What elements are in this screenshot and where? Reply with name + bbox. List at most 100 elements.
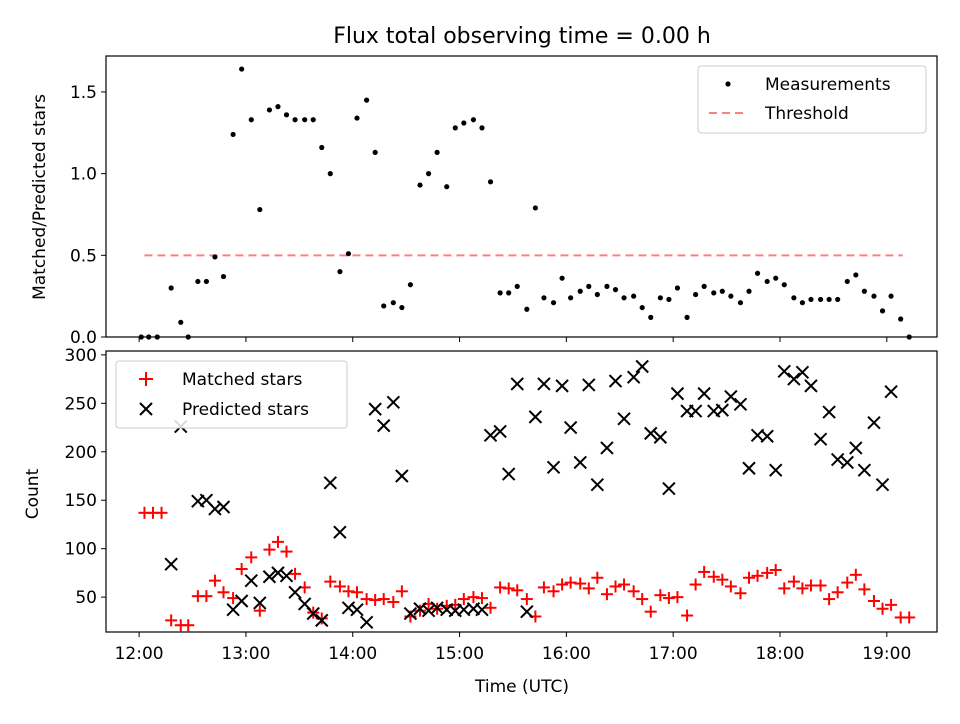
matched-star-point xyxy=(582,582,595,595)
ratio-y-tick-label: 0.0 xyxy=(70,328,97,348)
predicted-star-point xyxy=(377,418,391,433)
predicted-star-point xyxy=(573,455,587,470)
measurement-point xyxy=(853,272,859,278)
x-tick-label: 15:00 xyxy=(435,644,484,664)
ratio-panel-x-ticks xyxy=(138,337,888,342)
matched-star-point xyxy=(636,593,649,606)
measurement-point xyxy=(195,278,201,285)
predicted-star-point xyxy=(271,566,285,580)
predicted-star-point xyxy=(857,463,872,477)
measurement-point xyxy=(799,300,806,306)
matched-star-point xyxy=(502,582,515,595)
measurement-point xyxy=(639,304,645,311)
x-tick-label: 14:00 xyxy=(328,644,377,664)
predicted-star-point xyxy=(769,463,783,477)
measurement-point xyxy=(781,282,787,288)
measurement-point xyxy=(425,171,432,177)
measurement-point xyxy=(470,117,477,123)
legend-measurements-label: Measurements xyxy=(765,75,891,95)
matched-star-point xyxy=(724,580,737,593)
matched-star-point xyxy=(814,579,827,592)
predicted-star-point xyxy=(333,525,347,539)
matched-star-point xyxy=(751,569,764,582)
measurement-point xyxy=(657,295,663,301)
measurement-point xyxy=(791,295,797,301)
predicted-star-point xyxy=(253,596,267,610)
measurement-point xyxy=(452,125,458,131)
measurement-point xyxy=(728,293,734,299)
matched-star-point xyxy=(227,592,240,605)
chart-title: Flux total observing time = 0.00 h xyxy=(333,24,711,49)
measurement-point xyxy=(684,314,690,320)
x-axis-label: Time (UTC) xyxy=(474,677,569,697)
count-y-tick-label: 150 xyxy=(65,491,97,511)
ratio-panel: Matched/Predicted stars 0.0 0.5 1.0 1.5 Mea… xyxy=(30,55,938,348)
predicted-star-point xyxy=(520,604,534,619)
legend-threshold-label: Threshold xyxy=(764,104,849,124)
count-panel-frame xyxy=(105,350,938,633)
predicted-star-point xyxy=(537,377,551,391)
x-tick-label: 17:00 xyxy=(649,644,698,664)
predicted-star-point xyxy=(501,467,516,481)
matched-star-point xyxy=(778,582,791,595)
measurement-points xyxy=(138,66,912,340)
matched-star-point xyxy=(217,586,230,599)
matched-star-point xyxy=(395,585,408,598)
predicted-star-point xyxy=(840,455,854,470)
matched-star-point xyxy=(165,614,178,627)
measurement-point xyxy=(898,316,904,322)
matched-star-point xyxy=(200,590,213,603)
measurement-point xyxy=(275,104,281,110)
x-tick-label: 13:00 xyxy=(221,644,270,664)
predicted-star-point xyxy=(867,415,881,430)
measurement-point xyxy=(559,275,565,281)
legend-matched-marker xyxy=(139,372,153,386)
predicted-star-point xyxy=(635,359,649,374)
predicted-star-point xyxy=(608,374,623,388)
matched-star-point xyxy=(769,563,782,576)
matched-star-point xyxy=(351,586,364,599)
measurement-point xyxy=(310,117,316,123)
matched-star-point xyxy=(600,588,613,601)
matched-star-point xyxy=(716,573,729,586)
count-panel-y-axis-label: Count xyxy=(23,468,43,519)
measurement-point xyxy=(737,300,744,306)
predicted-star-point xyxy=(582,378,596,392)
count-y-tick-label: 300 xyxy=(65,346,97,366)
measurement-point xyxy=(381,303,387,309)
predicted-star-point xyxy=(395,469,409,483)
measurement-point xyxy=(354,115,360,121)
predicted-star-point xyxy=(164,557,178,571)
matched-star-point xyxy=(387,595,400,608)
measurement-point xyxy=(773,275,779,281)
legend-predicted-marker xyxy=(139,402,153,416)
measurement-point xyxy=(292,117,298,123)
matched-star-point xyxy=(734,587,747,600)
measurement-point xyxy=(230,131,236,138)
measurement-point xyxy=(372,149,378,155)
measurement-point xyxy=(879,308,886,314)
predicted-star-point xyxy=(617,412,631,426)
ratio-panel-y-axis-label: Matched/Predicted stars xyxy=(30,94,50,300)
measurement-point xyxy=(434,149,440,155)
measurement-point xyxy=(871,293,877,299)
matched-star-point xyxy=(475,592,488,605)
matched-star-point xyxy=(787,575,800,588)
measurement-point xyxy=(568,295,574,301)
matched-star-point xyxy=(654,589,667,602)
measurement-point xyxy=(577,288,583,294)
predicted-star-point xyxy=(315,613,329,628)
predicted-star-point xyxy=(724,389,738,404)
predicted-star-point xyxy=(830,452,845,467)
predicted-star-point xyxy=(493,424,507,439)
x-tick-label: 19:00 xyxy=(862,644,911,664)
predicted-star-point xyxy=(288,585,302,599)
count-legend-box xyxy=(115,360,348,429)
count-legend: Matched stars Predicted stars xyxy=(115,360,348,429)
predicted-star-point xyxy=(528,410,543,424)
measurement-point xyxy=(550,300,557,306)
predicted-star-point xyxy=(244,573,258,588)
matched-star-point xyxy=(823,593,836,606)
measurement-point xyxy=(239,66,245,72)
matched-star-point xyxy=(681,609,694,622)
